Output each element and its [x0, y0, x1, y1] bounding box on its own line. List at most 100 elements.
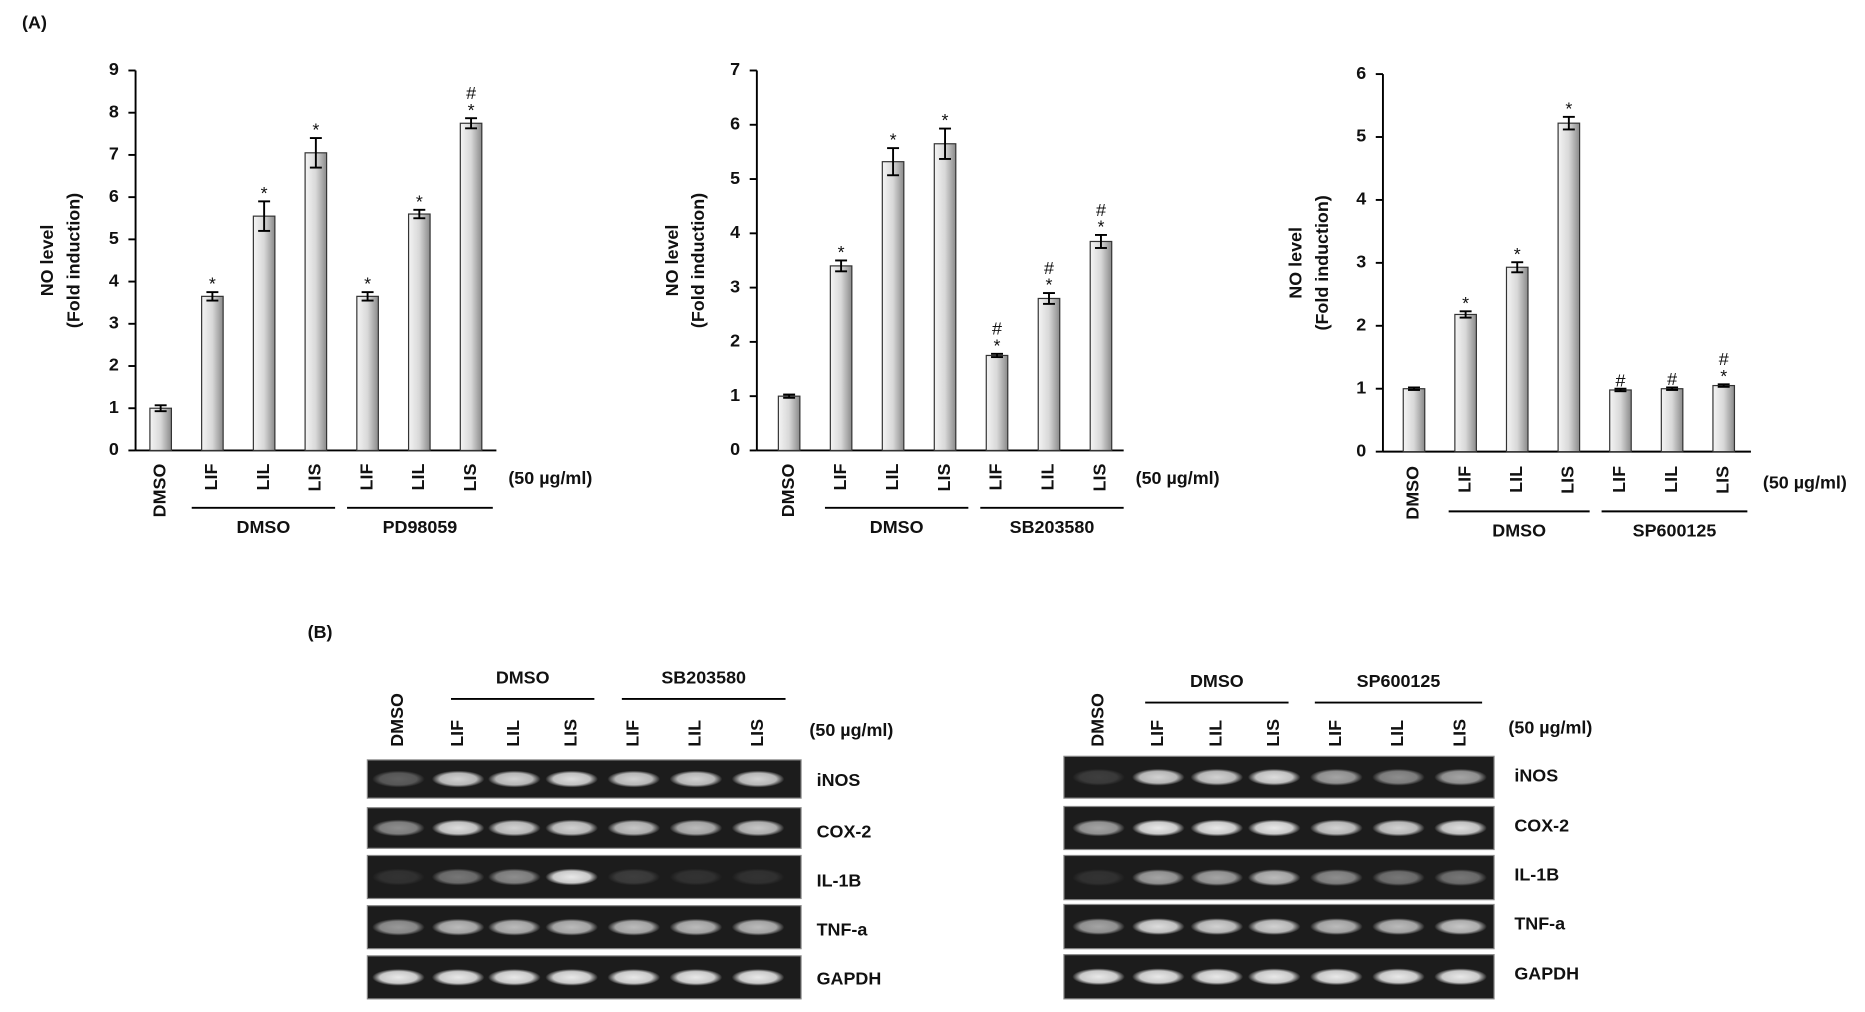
significance-mark: *	[890, 130, 897, 150]
gene-label: IL-1B	[1514, 865, 1559, 885]
y-tick-label: 7	[109, 144, 119, 164]
bar	[1089, 240, 1113, 452]
gel-band	[1132, 768, 1185, 786]
significance-mark: #	[992, 319, 1002, 339]
gel-band	[1247, 918, 1301, 935]
x-tick-label: LIL	[1661, 466, 1681, 493]
group-label: DMSO	[496, 667, 550, 687]
x-tick-label: LIF	[1454, 466, 1474, 493]
unit-label: (50 µg/ml)	[1136, 468, 1220, 488]
gel-band	[488, 819, 541, 837]
gel-band	[1310, 968, 1363, 986]
bar	[1402, 388, 1426, 453]
y-tick-label: 6	[730, 114, 740, 134]
gel-band	[1247, 869, 1301, 886]
panel-label: (A)	[22, 13, 47, 33]
gel-band	[1132, 968, 1185, 986]
significance-mark: #	[1044, 258, 1054, 278]
significance-mark: *	[1046, 275, 1053, 295]
y-axis-label: NO level	[1286, 227, 1306, 299]
gel-band	[731, 918, 785, 936]
lane-label: LIF	[1147, 720, 1167, 747]
x-tick-label: LIS	[1558, 466, 1578, 494]
gel-band	[1190, 869, 1244, 886]
lane-label: LIS	[560, 719, 580, 747]
unit-label: (50 µg/ml)	[1508, 718, 1592, 738]
significance-mark: *	[1720, 366, 1727, 386]
significance-mark: *	[364, 274, 371, 294]
bar	[1712, 384, 1736, 453]
gel-band	[1190, 968, 1244, 986]
group-label: DMSO	[1492, 520, 1546, 540]
x-tick-label: LIS	[934, 464, 954, 492]
gel-band	[545, 770, 598, 788]
y-tick-label: 0	[730, 439, 740, 459]
gel-band	[1310, 768, 1363, 786]
y-tick-label: 2	[1356, 315, 1366, 335]
gel-band	[1310, 819, 1363, 837]
gel-band	[488, 868, 541, 886]
gene-label: iNOS	[817, 770, 861, 790]
bar	[881, 161, 905, 452]
gel-band	[1434, 968, 1487, 986]
significance-mark: #	[466, 83, 476, 103]
x-tick-label: DMSO	[778, 464, 798, 518]
x-tick-label: LIF	[830, 464, 850, 491]
bar	[304, 152, 328, 452]
gel-band	[1372, 768, 1425, 786]
gel-band	[607, 918, 661, 936]
gene-label: IL-1B	[817, 871, 862, 891]
gel-band	[607, 819, 661, 837]
gel-band	[1247, 819, 1301, 837]
gel-band	[1190, 918, 1244, 935]
gene-label: GAPDH	[817, 968, 882, 988]
bar	[1609, 389, 1632, 453]
significance-mark: *	[838, 242, 845, 262]
gel-band	[1072, 768, 1125, 786]
gel-band	[431, 819, 485, 837]
gel-band	[1372, 869, 1425, 886]
bar	[252, 215, 276, 452]
gel-band	[372, 770, 425, 788]
y-tick-label: 2	[730, 331, 740, 351]
significance-mark: *	[1514, 244, 1521, 264]
y-tick-label: 0	[109, 439, 119, 459]
significance-mark: *	[1462, 293, 1469, 313]
y-axis-label: (Fold induction)	[688, 193, 708, 328]
bar	[1660, 388, 1684, 453]
gel-band	[372, 918, 425, 936]
gel-band	[545, 868, 598, 886]
lane-label: LIF	[1325, 720, 1345, 747]
x-tick-label: LIF	[356, 464, 376, 491]
y-tick-label: 1	[1356, 377, 1366, 397]
y-tick-label: 5	[730, 168, 740, 188]
significance-mark: #	[1667, 369, 1677, 389]
lane-label: DMSO	[1087, 693, 1107, 747]
gel-band	[545, 968, 598, 986]
y-axis-label: NO level	[662, 225, 682, 297]
y-tick-label: 4	[1356, 189, 1366, 209]
lane-label: LIS	[747, 719, 767, 747]
unit-label: (50 µg/ml)	[809, 720, 893, 740]
gene-label: TNF-a	[1514, 914, 1566, 934]
gel-band	[431, 770, 485, 788]
unit-label: (50 µg/ml)	[508, 468, 592, 488]
x-tick-label: LIF	[986, 464, 1006, 491]
lane-label: DMSO	[387, 693, 407, 747]
group-label: SP600125	[1633, 520, 1717, 540]
y-tick-label: 0	[1356, 440, 1366, 460]
significance-mark: #	[1615, 370, 1625, 390]
bar	[777, 395, 801, 452]
gel-band	[1072, 869, 1125, 886]
bar	[407, 213, 431, 452]
gel-band	[1310, 918, 1363, 935]
gel-band	[669, 918, 723, 936]
group-label: DMSO	[237, 517, 291, 537]
y-tick-label: 9	[109, 59, 119, 79]
significance-mark: *	[1097, 217, 1104, 237]
y-tick-label: 1	[730, 385, 740, 405]
significance-mark: *	[994, 335, 1001, 355]
x-tick-label: LIL	[408, 464, 428, 491]
lane-label: LIS	[1449, 719, 1469, 747]
